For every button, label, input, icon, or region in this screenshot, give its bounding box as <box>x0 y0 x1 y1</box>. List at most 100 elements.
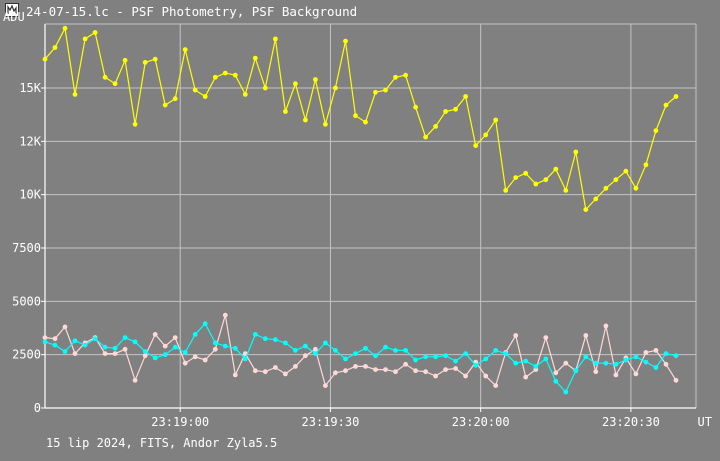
data-point <box>172 96 178 102</box>
data-point <box>252 368 258 374</box>
x-axis-label: UT <box>698 415 712 429</box>
data-point <box>543 177 549 183</box>
data-point <box>403 361 408 367</box>
data-point <box>423 354 428 360</box>
data-point <box>222 70 228 76</box>
data-point <box>673 353 679 359</box>
data-point <box>293 364 298 369</box>
data-point <box>222 312 228 318</box>
data-point <box>403 348 408 353</box>
data-point <box>443 353 448 359</box>
data-point <box>202 321 208 327</box>
data-point <box>503 351 509 356</box>
data-point <box>62 324 68 330</box>
data-point <box>643 162 649 168</box>
data-point <box>162 102 168 108</box>
data-point <box>162 352 168 358</box>
y-tick-label: 5000 <box>12 294 41 308</box>
data-point <box>313 346 318 352</box>
data-point <box>353 364 358 369</box>
data-point <box>633 371 639 377</box>
data-point <box>643 359 649 365</box>
data-point <box>72 92 78 97</box>
data-point <box>273 337 278 343</box>
data-point <box>393 74 398 80</box>
y-tick-label: 10K <box>19 188 41 202</box>
data-point <box>142 60 148 65</box>
data-point <box>653 128 659 134</box>
data-point <box>393 369 398 375</box>
data-point <box>323 340 328 346</box>
data-point <box>283 109 288 114</box>
data-point <box>443 367 448 372</box>
data-point <box>513 175 519 181</box>
data-point <box>373 367 378 372</box>
data-point <box>413 104 418 110</box>
data-point <box>192 332 198 337</box>
data-point <box>433 373 438 379</box>
data-point <box>663 351 669 356</box>
data-point <box>483 132 489 138</box>
data-point <box>593 196 599 202</box>
data-point <box>353 113 358 119</box>
data-point <box>333 85 338 91</box>
data-point <box>603 323 609 329</box>
data-point <box>202 94 208 99</box>
data-point <box>673 377 679 383</box>
data-point <box>373 89 378 95</box>
data-point <box>413 368 418 374</box>
data-point <box>493 117 499 123</box>
data-point <box>102 74 108 80</box>
data-point <box>52 342 58 348</box>
data-point <box>463 94 468 99</box>
data-point <box>162 343 168 349</box>
data-point <box>363 345 368 351</box>
data-point <box>423 369 428 375</box>
data-point <box>102 351 108 356</box>
data-point <box>573 149 579 155</box>
y-axis-label: ADU <box>3 10 25 24</box>
data-point <box>152 56 158 62</box>
data-point <box>132 121 138 127</box>
data-point <box>603 360 609 366</box>
data-point <box>433 354 438 360</box>
data-point <box>242 92 248 97</box>
data-point <box>363 364 368 369</box>
data-point <box>493 383 499 388</box>
data-point <box>533 181 539 187</box>
data-point <box>303 117 308 123</box>
data-point <box>463 351 468 356</box>
data-point <box>473 143 479 149</box>
data-point <box>653 348 659 353</box>
data-point <box>62 349 68 354</box>
data-point <box>593 360 599 366</box>
tick-labels: 0 2500 5000 7500 10K 12K 15K 23:19:00 23:19:30 23… <box>3 10 712 429</box>
data-point <box>122 335 128 340</box>
data-point <box>273 36 278 42</box>
series-2 <box>42 321 679 395</box>
data-point <box>252 332 258 337</box>
data-point <box>543 335 549 340</box>
data-point <box>212 346 218 352</box>
data-point <box>553 166 559 172</box>
data-point <box>192 354 198 360</box>
y-tick-label: 15K <box>19 81 41 95</box>
data-point <box>82 342 88 348</box>
data-point <box>232 345 238 351</box>
data-point <box>142 349 148 354</box>
data-point <box>172 344 178 350</box>
y-tick-label: 2500 <box>12 348 41 362</box>
data-point <box>323 121 328 127</box>
data-point <box>613 372 619 378</box>
data-point <box>383 344 388 350</box>
data-point <box>583 333 589 338</box>
data-point <box>493 348 499 353</box>
data-point <box>212 340 218 346</box>
data-point <box>192 87 198 93</box>
data-point <box>232 72 238 78</box>
y-tick-label: 0 <box>34 401 41 415</box>
data-point <box>583 354 589 360</box>
data-point <box>333 348 338 353</box>
data-point <box>483 373 489 379</box>
data-point <box>563 188 569 193</box>
